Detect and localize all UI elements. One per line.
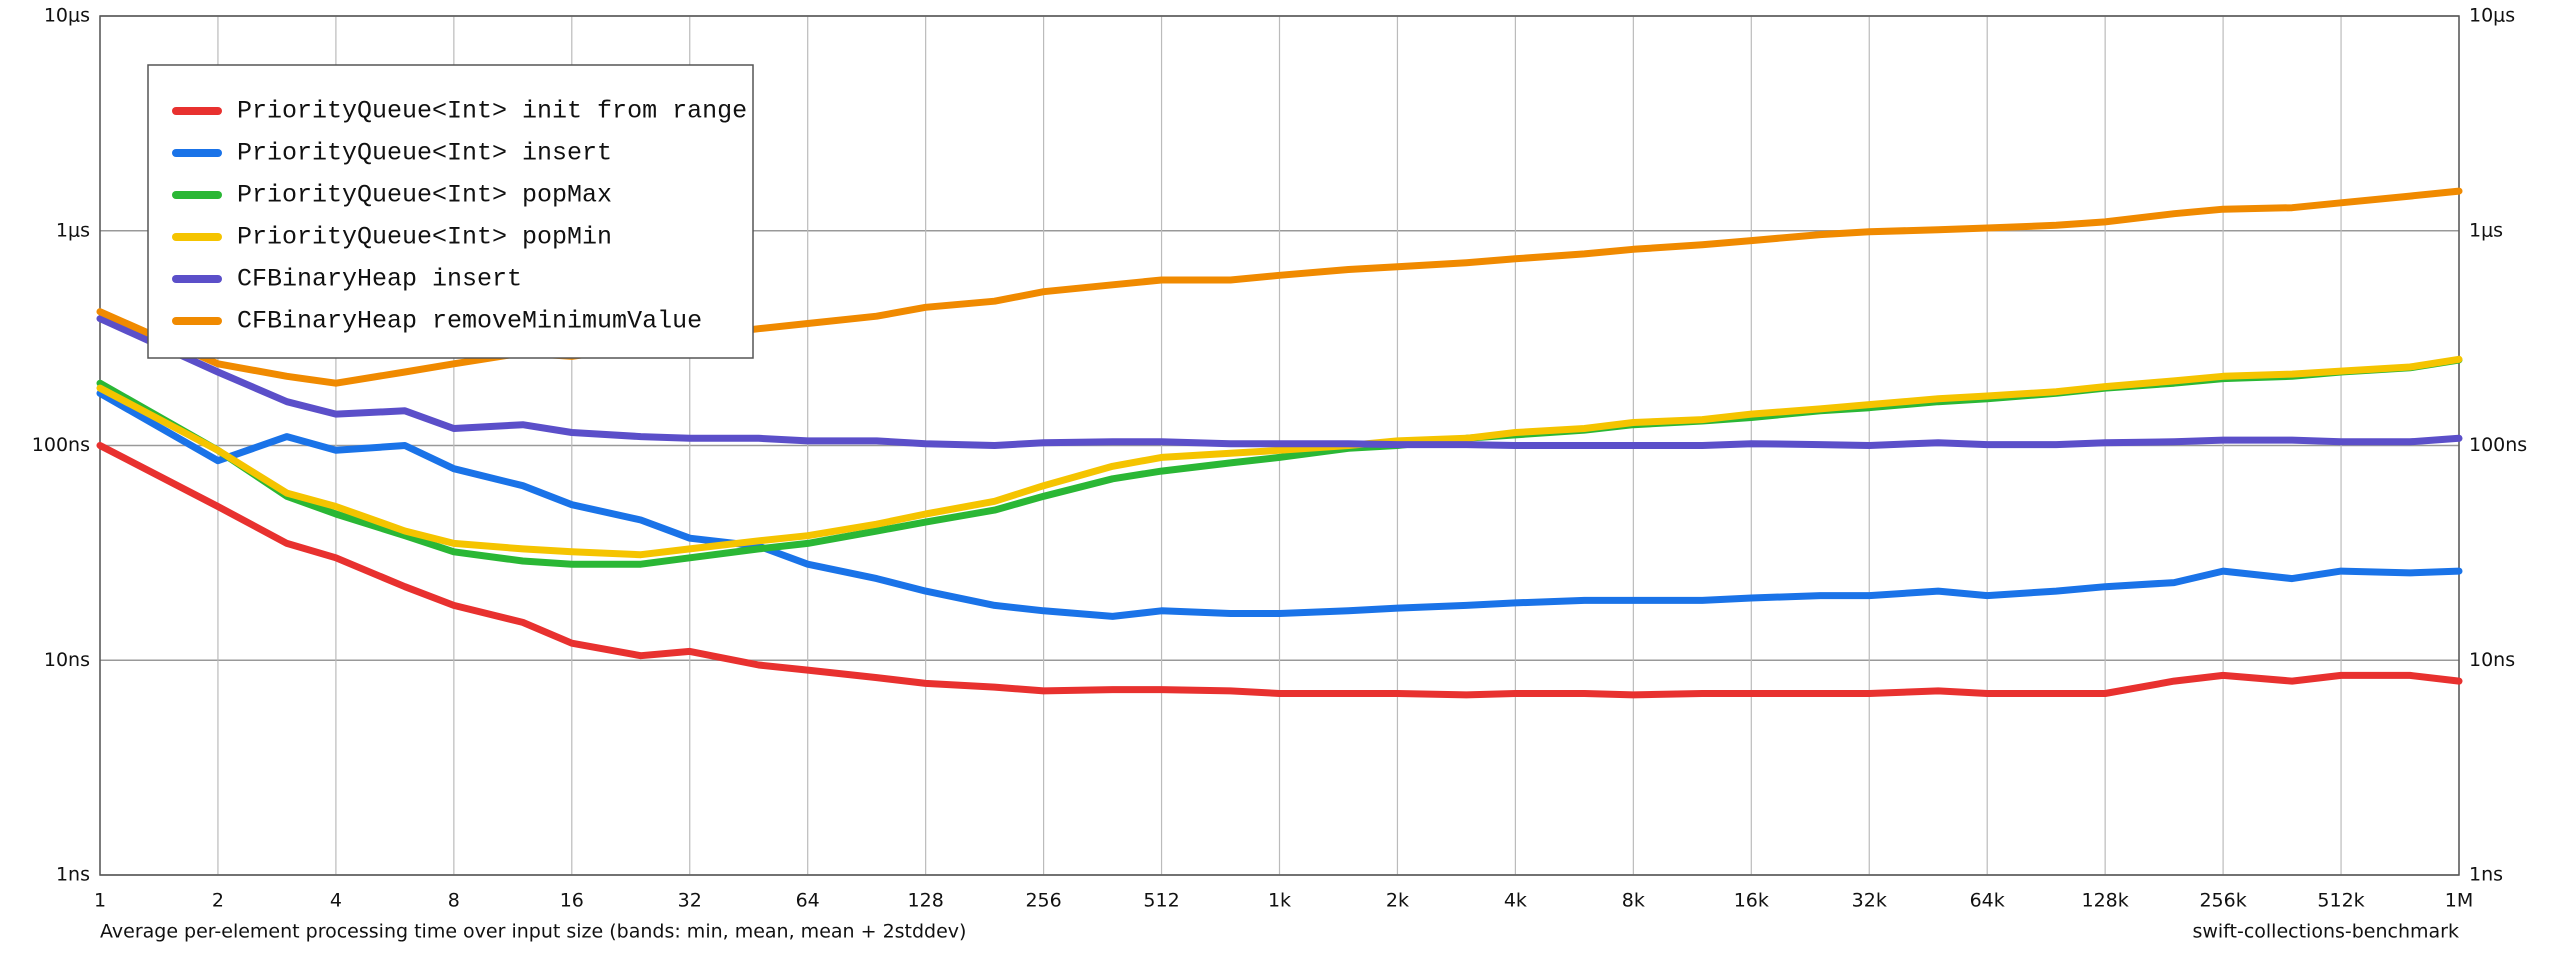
x-tick-label: 512 xyxy=(1143,890,1179,912)
x-tick-label: 8 xyxy=(448,890,460,912)
y-tick-label-right: 1ns xyxy=(2469,864,2503,886)
x-tick-label: 16k xyxy=(1734,890,1769,912)
x-tick-label: 64 xyxy=(796,890,820,912)
x-tick-label: 256 xyxy=(1025,890,1061,912)
x-tick-label: 2 xyxy=(212,890,224,912)
series-line xyxy=(96,355,2463,559)
x-tick-label: 1k xyxy=(1268,890,1291,912)
y-tick-label-right: 10μs xyxy=(2469,5,2515,27)
x-tick-label: 64k xyxy=(1970,890,2005,912)
y-tick-label-right: 100ns xyxy=(2469,434,2527,456)
x-tick-label: 1M xyxy=(2445,890,2473,912)
legend-label: PriorityQueue<Int> popMax xyxy=(237,181,612,210)
legend-label: CFBinaryHeap insert xyxy=(237,265,522,294)
x-tick-label: 256k xyxy=(2199,890,2246,912)
legend-label: PriorityQueue<Int> init from range xyxy=(237,97,747,126)
legend-label: CFBinaryHeap removeMinimumValue xyxy=(237,307,702,336)
legend-box xyxy=(147,64,754,359)
x-tick-label: 4k xyxy=(1504,890,1527,912)
source: swift-collections-benchmark xyxy=(2192,921,2459,943)
y-tick-label: 1ns xyxy=(56,864,90,886)
series-line xyxy=(96,315,2463,449)
x-tick-label: 128k xyxy=(2082,890,2129,912)
y-tick-label: 1μs xyxy=(56,219,90,241)
legend: PriorityQueue<Int> init from range Priori… xyxy=(147,64,754,359)
legend-label: PriorityQueue<Int> popMin xyxy=(237,223,612,252)
y-tick-label-right: 10ns xyxy=(2469,649,2515,671)
x-tick-label: 32 xyxy=(678,890,702,912)
y-tick-label: 100ns xyxy=(32,434,90,456)
y-tick-label-right: 1μs xyxy=(2469,219,2503,241)
series-line xyxy=(96,389,2463,620)
series-line xyxy=(96,442,2463,699)
caption: Average per-element processing time over… xyxy=(100,921,966,943)
y-tick-label: 10ns xyxy=(44,649,90,671)
x-tick-label: 2k xyxy=(1386,890,1409,912)
legend-label: PriorityQueue<Int> insert xyxy=(237,139,612,168)
x-tick-label: 8k xyxy=(1622,890,1645,912)
x-tick-label: 128 xyxy=(908,890,944,912)
x-tick-label: 512k xyxy=(2317,890,2364,912)
x-tick-label: 4 xyxy=(330,890,342,912)
x-tick-label: 1 xyxy=(94,890,106,912)
x-tick-label: 32k xyxy=(1852,890,1887,912)
y-tick-label: 10μs xyxy=(44,5,90,27)
x-tick-label: 16 xyxy=(560,890,584,912)
